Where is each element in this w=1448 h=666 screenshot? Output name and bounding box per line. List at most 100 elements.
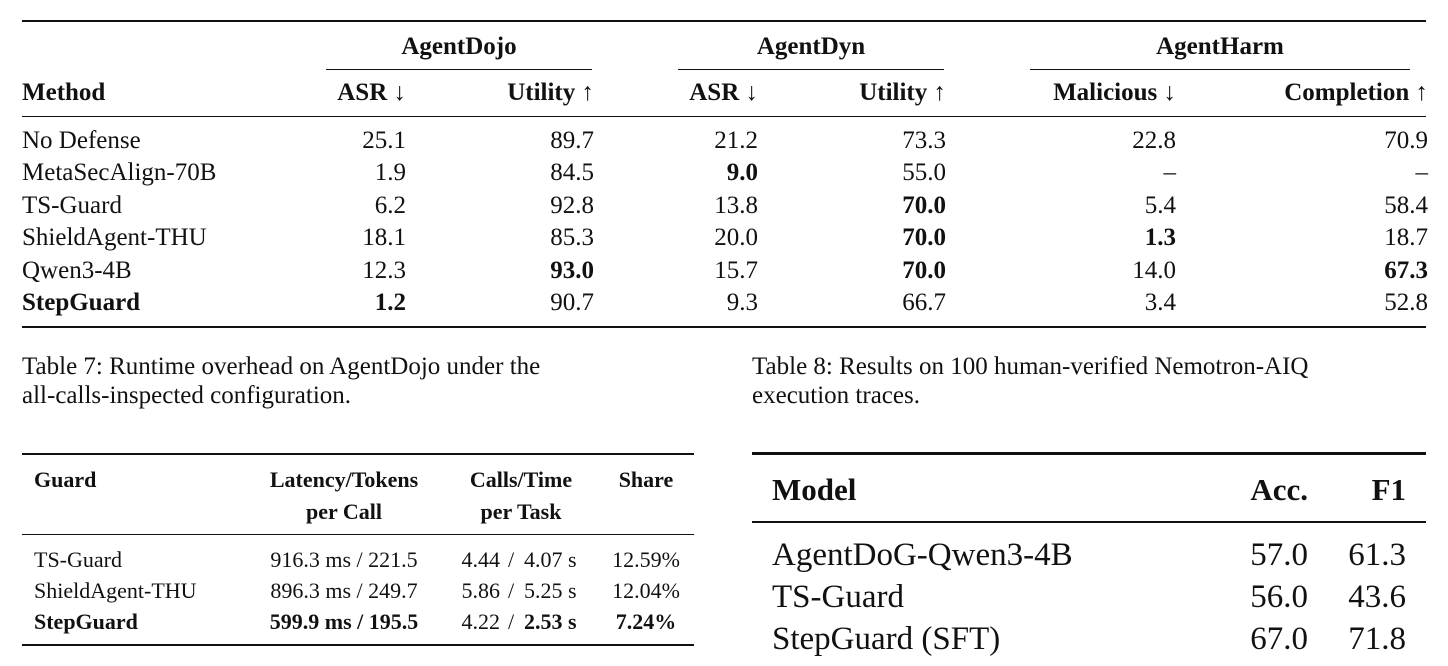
t7-row-calls-a: 4.22 [461, 609, 501, 634]
group-rule-agentdyn [678, 69, 944, 70]
t8-header-acc: Acc. [1250, 472, 1308, 507]
column-header-asr-dojo: ASR ↓ [337, 79, 406, 106]
row-method: TS-Guard [22, 191, 122, 219]
row-value: 12.3 [362, 256, 406, 284]
t7-row-share: 7.24% [615, 609, 677, 634]
t7-header-calls-line2: per Task [480, 499, 562, 524]
t7-row-calls-sep: / [507, 547, 515, 572]
t7-header-latency-line2: per Call [306, 499, 382, 524]
t7-bottom-rule [22, 644, 694, 646]
row-value: 20.0 [714, 224, 758, 252]
t7-row-calls-sep: / [507, 578, 515, 603]
t8-row-model: TS-Guard [772, 579, 904, 615]
row-value: 66.7 [902, 289, 946, 316]
row-value: – [1163, 159, 1177, 187]
column-header-utility-dojo: Utility ↑ [507, 79, 594, 106]
row-value: 6.2 [374, 191, 406, 219]
t8-row-model: StepGuard (SFT) [772, 621, 1001, 657]
row-method: MetaSecAlign-70B [22, 159, 217, 187]
mid-rule [22, 116, 1426, 117]
t8-top-rule [752, 452, 1426, 455]
table8-caption-line1: Table 8: Results on 100 human-verified N… [752, 353, 1309, 380]
column-header-malicious: Malicious ↓ [1053, 79, 1176, 106]
row-value: – [1415, 159, 1429, 187]
t7-row-latency: 599.9 ms / 195.5 [269, 609, 419, 634]
group-rule-agentharm [1030, 69, 1410, 70]
column-header-utility-dyn: Utility ↑ [859, 79, 946, 106]
t7-row-calls-b: 2.53 s [524, 609, 577, 634]
row-value: 55.0 [902, 159, 946, 187]
group-header-agentdojo: AgentDojo [401, 33, 517, 60]
row-value: 15.7 [714, 256, 758, 284]
row-method: Qwen3-4B [22, 256, 132, 284]
t7-header-calls-line1: Calls/Time [469, 467, 573, 492]
t7-row-latency: 896.3 ms / 249.7 [270, 578, 418, 603]
row-value: 90.7 [550, 289, 594, 316]
table8-caption: Table 8: Results on 100 human-verified N… [752, 352, 1308, 410]
row-value: 58.4 [1384, 191, 1428, 219]
t7-row-guard: StepGuard [34, 609, 138, 634]
row-value: 70.0 [902, 191, 946, 219]
row-value: 92.8 [550, 191, 594, 219]
t7-row-share: 12.04% [612, 578, 680, 603]
t7-top-rule [22, 453, 694, 455]
row-value: 1.9 [374, 159, 406, 187]
t7-row-share: 12.59% [612, 547, 680, 572]
row-value: 84.5 [550, 159, 594, 187]
t8-header-f1: F1 [1371, 472, 1406, 507]
column-header-completion: Completion ↑ [1284, 79, 1428, 106]
t7-header-latency-line1: Latency/Tokens [269, 467, 419, 492]
t7-row-calls-sep: / [507, 609, 515, 634]
t7-row-calls-b: 4.07 s [524, 547, 577, 572]
table7-caption: Table 7: Runtime overhead on AgentDojo u… [22, 352, 540, 410]
table7-caption-line1: Table 7: Runtime overhead on AgentDojo u… [22, 353, 541, 380]
t7-header-share: Share [618, 467, 674, 492]
row-value: 70.0 [902, 224, 946, 252]
t8-row-acc: 67.0 [1250, 621, 1308, 657]
group-header-agentharm: AgentHarm [1156, 33, 1284, 60]
t7-row-guard: ShieldAgent-THU [34, 578, 197, 603]
table7-caption-line2: all-calls-inspected configuration. [22, 382, 352, 409]
row-method: No Defense [22, 127, 141, 154]
row-value: 67.3 [1384, 256, 1428, 284]
row-value: 70.9 [1384, 127, 1428, 154]
t7-row-calls-a: 4.44 [461, 547, 501, 572]
t8-row-f1: 43.6 [1348, 579, 1406, 615]
row-value: 73.3 [902, 127, 946, 154]
row-value: 85.3 [550, 224, 594, 252]
t7-row-latency: 916.3 ms / 221.5 [270, 547, 418, 572]
group-rule-agentdojo [326, 69, 592, 70]
t7-row-calls-a: 5.86 [461, 578, 501, 603]
t8-mid-rule [752, 521, 1426, 523]
row-value: 18.1 [362, 224, 406, 252]
row-value: 9.3 [726, 289, 758, 316]
row-value: 70.0 [902, 256, 946, 284]
table8-caption-line2: execution traces. [752, 382, 920, 409]
row-value: 22.8 [1132, 127, 1176, 154]
row-value: 1.2 [374, 289, 406, 316]
row-value: 52.8 [1384, 289, 1428, 316]
row-value: 1.3 [1144, 224, 1176, 252]
row-value: 25.1 [362, 127, 406, 154]
row-value: 93.0 [550, 256, 594, 284]
row-method: ShieldAgent-THU [22, 224, 207, 252]
row-value: 18.7 [1384, 224, 1428, 252]
group-header-agentdyn: AgentDyn [756, 33, 866, 60]
t8-header-model: Model [772, 472, 857, 507]
row-method: StepGuard [22, 289, 141, 316]
t7-header-guard: Guard [34, 467, 97, 492]
row-value: 14.0 [1132, 256, 1176, 284]
column-header-asr-dyn: ASR ↓ [689, 79, 758, 106]
t8-row-acc: 57.0 [1250, 537, 1308, 573]
t7-row-calls-b: 5.25 s [524, 578, 577, 603]
row-value: 5.4 [1144, 191, 1176, 219]
column-header-method: Method [22, 79, 106, 106]
row-value: 3.4 [1144, 289, 1176, 316]
t8-row-acc: 56.0 [1250, 579, 1308, 615]
row-value: 9.0 [726, 159, 758, 187]
top-rule [22, 20, 1426, 22]
t8-row-f1: 61.3 [1348, 537, 1406, 573]
bottom-rule [22, 326, 1426, 328]
t7-row-guard: TS-Guard [34, 547, 122, 572]
row-value: 89.7 [550, 127, 594, 154]
